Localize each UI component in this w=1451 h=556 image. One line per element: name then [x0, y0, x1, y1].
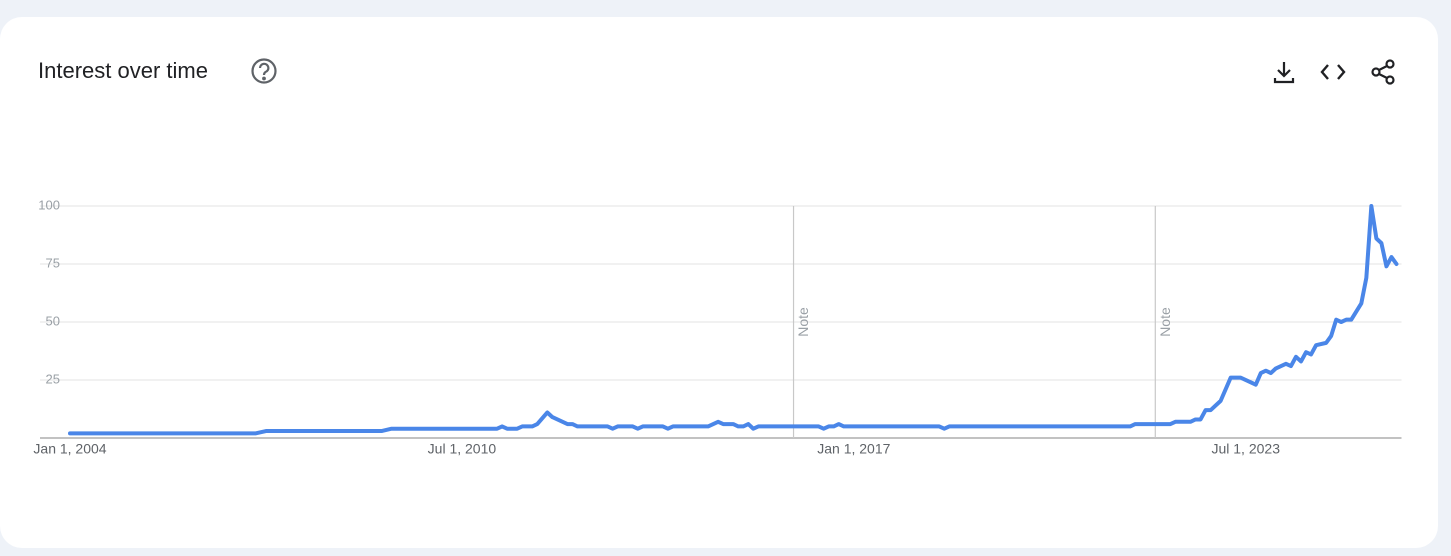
trend-line [68, 204, 1399, 436]
embed-icon[interactable] [1320, 64, 1346, 80]
y-tick-label: 100 [38, 197, 60, 212]
x-tick-label: Jan 1, 2004 [33, 441, 106, 457]
share-icon[interactable] [1371, 59, 1395, 85]
x-tick-label: Jul 1, 2010 [428, 441, 497, 457]
help-icon[interactable] [251, 58, 277, 84]
y-tick-label: 50 [46, 313, 60, 328]
note-label: Note [1157, 307, 1173, 337]
x-tick-label: Jan 1, 2017 [817, 441, 890, 457]
chart-title: Interest over time [38, 58, 208, 83]
x-tick-label: Jul 1, 2023 [1211, 441, 1280, 457]
card [0, 17, 1438, 548]
y-tick-label: 75 [46, 255, 60, 270]
note-label: Note [795, 307, 811, 337]
download-icon[interactable] [1273, 62, 1295, 84]
y-tick-label: 25 [46, 371, 60, 386]
